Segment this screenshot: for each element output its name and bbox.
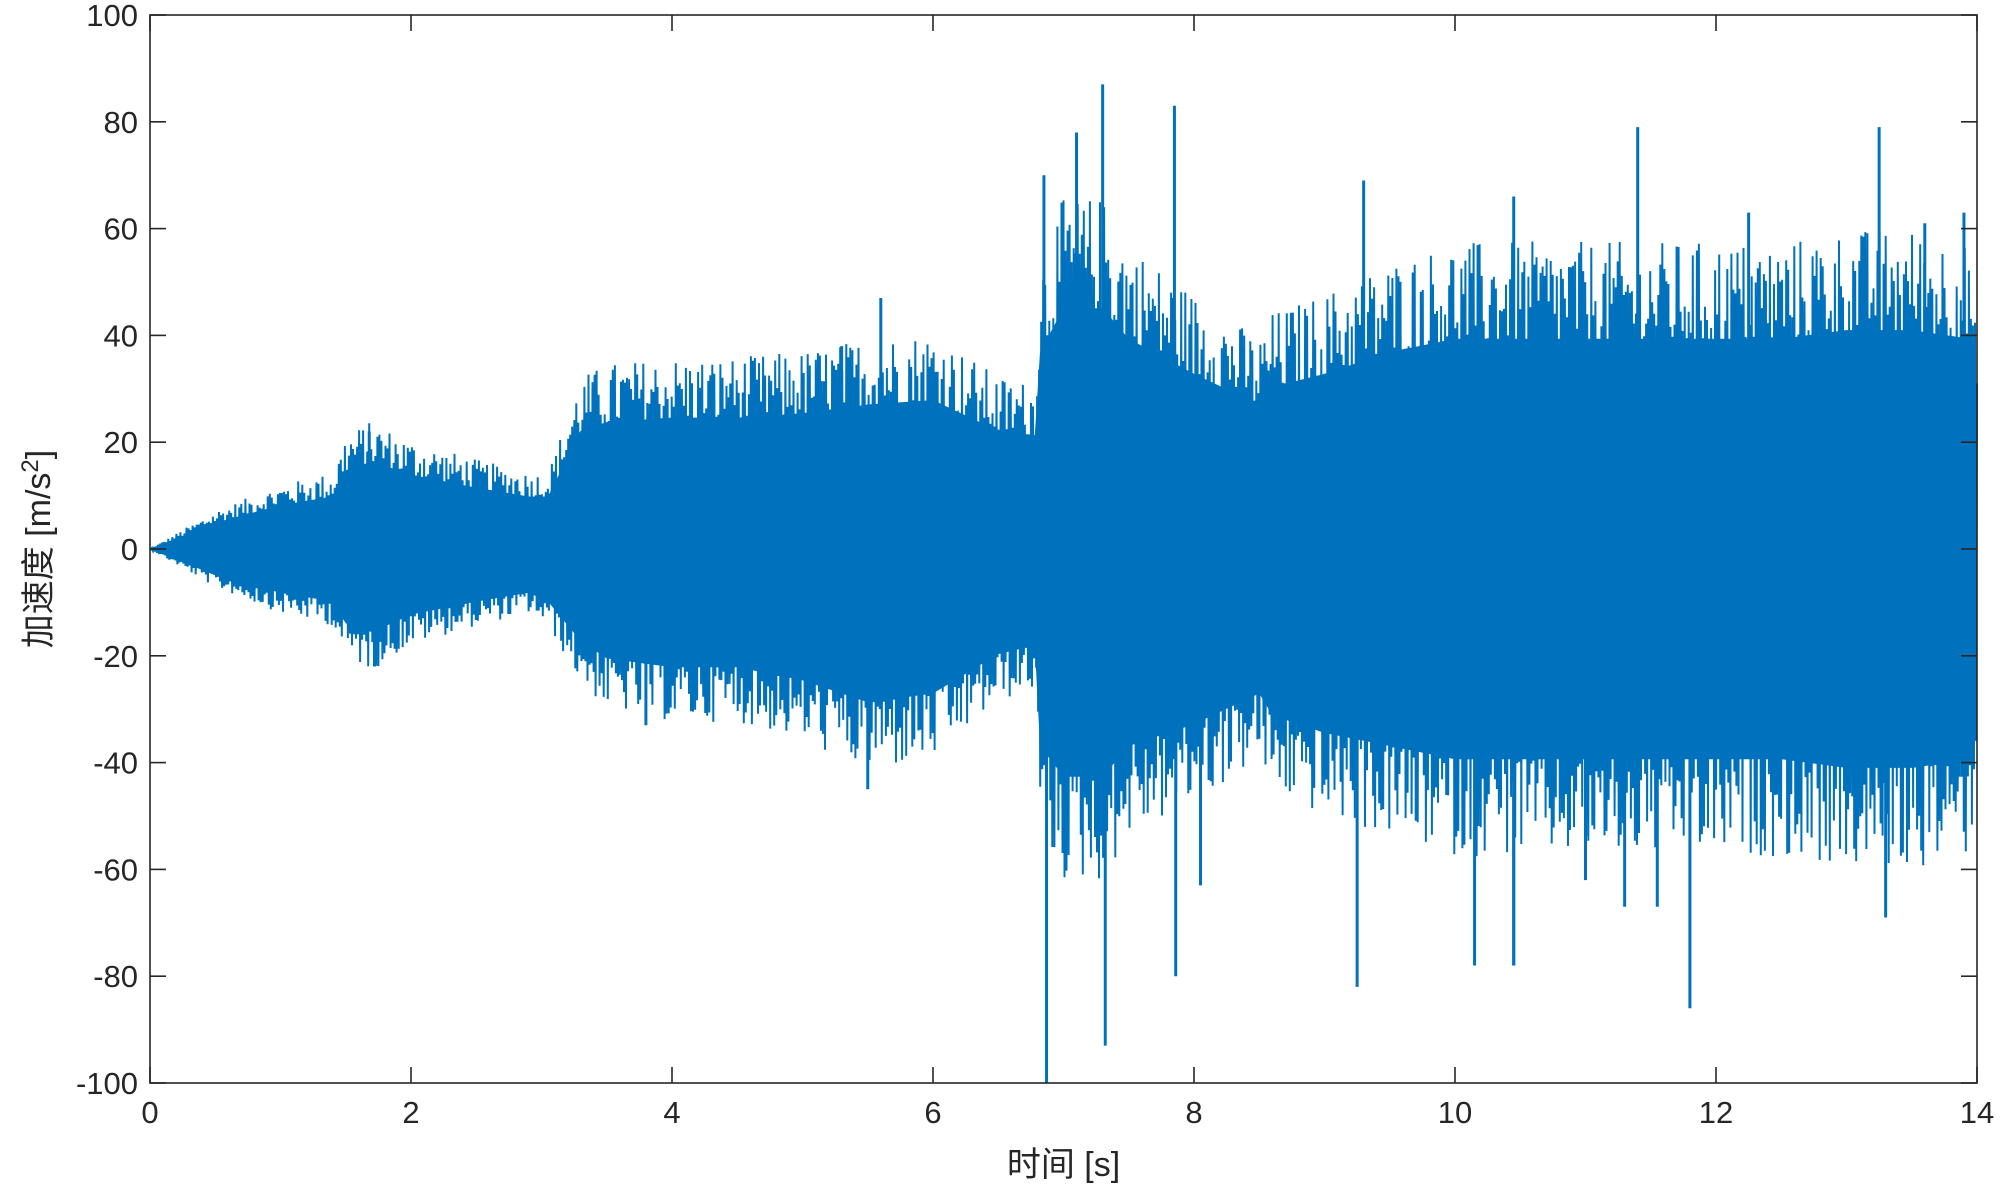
y-axis-label: 加速度 [m/s2] <box>17 450 58 648</box>
y-tick-label: 20 <box>104 425 138 460</box>
y-tick-label: -100 <box>76 1066 138 1101</box>
axis-ticks: 0 2 4 6 8 10 12 14 -100 -80 -60 -40 -20 0 20 40 60 80 100 <box>76 0 1994 1130</box>
plot-area <box>149 84 1978 1083</box>
x-tick-label: 12 <box>1699 1095 1733 1130</box>
x-tick-label: 2 <box>402 1095 419 1130</box>
y-tick-label: -80 <box>93 959 138 994</box>
y-tick-label: 60 <box>104 212 138 247</box>
x-tick-label: 10 <box>1438 1095 1472 1130</box>
x-tick-label: 8 <box>1185 1095 1202 1130</box>
x-tick-label: 14 <box>1960 1095 1994 1130</box>
y-tick-label: 100 <box>86 0 138 33</box>
y-tick-label: 80 <box>104 105 138 140</box>
y-axis-label-close: ] <box>20 450 58 459</box>
y-tick-label: 40 <box>104 318 138 353</box>
y-tick-label: -40 <box>93 746 138 781</box>
x-tick-label: 6 <box>924 1095 941 1130</box>
y-tick-label: 0 <box>121 532 138 567</box>
y-axis-label-superscript: 2 <box>17 459 44 472</box>
y-tick-label: -60 <box>93 852 138 887</box>
y-tick-label: -20 <box>93 639 138 674</box>
y-axis-label-main: 加速度 [m/s <box>20 473 58 649</box>
x-tick-label: 0 <box>141 1095 158 1130</box>
x-tick-label: 4 <box>663 1095 680 1130</box>
x-axis-label: 时间 [s] <box>1007 1146 1120 1184</box>
signal-trace <box>149 200 1978 879</box>
